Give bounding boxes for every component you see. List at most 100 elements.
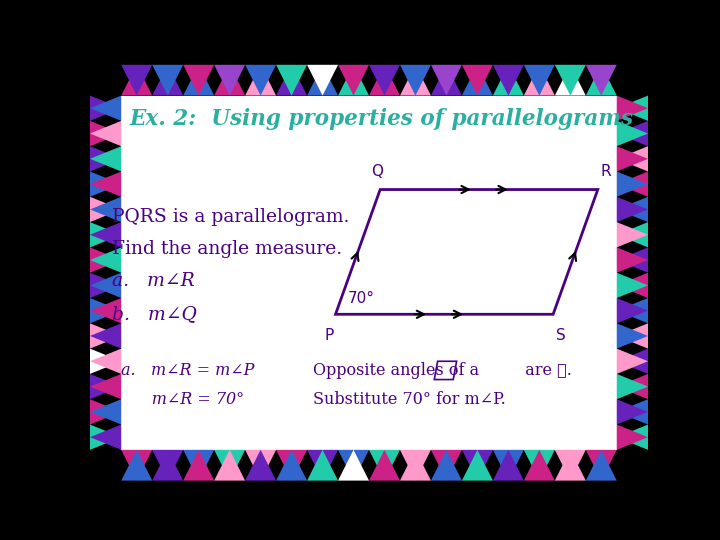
Polygon shape [617, 222, 648, 247]
Polygon shape [617, 146, 648, 172]
Polygon shape [462, 65, 493, 96]
Text: R: R [600, 164, 611, 179]
Polygon shape [462, 450, 493, 481]
Polygon shape [90, 247, 121, 273]
Polygon shape [183, 450, 214, 481]
FancyArrowPatch shape [570, 253, 576, 261]
Polygon shape [617, 96, 648, 121]
Polygon shape [90, 197, 121, 222]
Polygon shape [276, 65, 307, 96]
Polygon shape [214, 450, 245, 481]
Polygon shape [183, 65, 214, 96]
Text: S: S [556, 328, 566, 342]
FancyArrowPatch shape [351, 253, 359, 261]
Polygon shape [369, 450, 400, 481]
Polygon shape [524, 450, 555, 481]
Polygon shape [121, 450, 152, 481]
Text: Opposite angles of a         are ≅.: Opposite angles of a are ≅. [313, 362, 572, 379]
Polygon shape [617, 172, 648, 197]
Polygon shape [617, 172, 648, 197]
Polygon shape [121, 65, 152, 96]
Polygon shape [617, 222, 648, 247]
Polygon shape [90, 349, 121, 374]
Polygon shape [431, 65, 462, 96]
Polygon shape [152, 65, 183, 96]
Polygon shape [369, 450, 400, 481]
Text: a.   m∠R = m∠P: a. m∠R = m∠P [121, 362, 254, 379]
Polygon shape [90, 374, 121, 399]
Polygon shape [214, 450, 245, 481]
Polygon shape [121, 65, 152, 96]
Polygon shape [338, 450, 369, 481]
Text: P: P [324, 328, 333, 342]
Polygon shape [90, 273, 121, 298]
Polygon shape [493, 65, 524, 96]
Polygon shape [276, 450, 307, 481]
Polygon shape [493, 450, 524, 481]
Polygon shape [307, 65, 338, 96]
Polygon shape [90, 222, 121, 247]
Polygon shape [617, 273, 648, 298]
Polygon shape [214, 65, 245, 96]
Polygon shape [245, 65, 276, 96]
Polygon shape [400, 450, 431, 481]
Polygon shape [493, 450, 524, 481]
Text: PQRS is a parallelogram.: PQRS is a parallelogram. [112, 207, 350, 226]
Polygon shape [90, 247, 121, 273]
Polygon shape [90, 172, 121, 197]
Polygon shape [617, 399, 648, 424]
Polygon shape [152, 450, 183, 481]
Polygon shape [617, 247, 648, 273]
Polygon shape [586, 65, 617, 96]
Text: Q: Q [372, 164, 383, 179]
Polygon shape [617, 349, 648, 374]
Polygon shape [338, 65, 369, 96]
Polygon shape [276, 450, 307, 481]
Polygon shape [431, 65, 462, 96]
Polygon shape [90, 96, 121, 121]
Polygon shape [617, 197, 648, 222]
Polygon shape [152, 65, 183, 96]
Polygon shape [338, 65, 369, 96]
Polygon shape [617, 323, 648, 349]
Polygon shape [617, 96, 648, 121]
Text: Ex. 2:  Using properties of parallelograms: Ex. 2: Using properties of parallelogram… [129, 109, 633, 131]
Polygon shape [400, 65, 431, 96]
Polygon shape [121, 450, 152, 481]
Polygon shape [493, 65, 524, 96]
Polygon shape [617, 374, 648, 399]
Polygon shape [586, 450, 617, 481]
Polygon shape [90, 146, 121, 172]
Polygon shape [90, 96, 121, 121]
Polygon shape [617, 146, 648, 172]
Polygon shape [121, 96, 617, 450]
Polygon shape [90, 349, 121, 374]
Polygon shape [90, 121, 121, 146]
Polygon shape [617, 298, 648, 323]
Polygon shape [307, 450, 338, 481]
Polygon shape [617, 424, 648, 450]
FancyArrowPatch shape [451, 310, 461, 318]
Polygon shape [90, 323, 121, 349]
Polygon shape [369, 65, 400, 96]
Polygon shape [555, 65, 586, 96]
Polygon shape [617, 121, 648, 146]
Polygon shape [524, 65, 555, 96]
Polygon shape [617, 399, 648, 424]
Polygon shape [617, 121, 648, 146]
Polygon shape [90, 298, 121, 323]
Polygon shape [90, 424, 121, 450]
Polygon shape [183, 450, 214, 481]
Text: a.   m∠R: a. m∠R [112, 272, 195, 290]
Polygon shape [617, 374, 648, 399]
Polygon shape [338, 450, 369, 481]
Text: Substitute 70° for m∠P.: Substitute 70° for m∠P. [313, 391, 506, 408]
Polygon shape [245, 450, 276, 481]
Polygon shape [90, 121, 121, 146]
Polygon shape [617, 247, 648, 273]
Text: b.   m∠Q: b. m∠Q [112, 305, 197, 323]
Polygon shape [369, 65, 400, 96]
Polygon shape [90, 399, 121, 424]
FancyArrowPatch shape [459, 186, 469, 193]
Polygon shape [90, 323, 121, 349]
